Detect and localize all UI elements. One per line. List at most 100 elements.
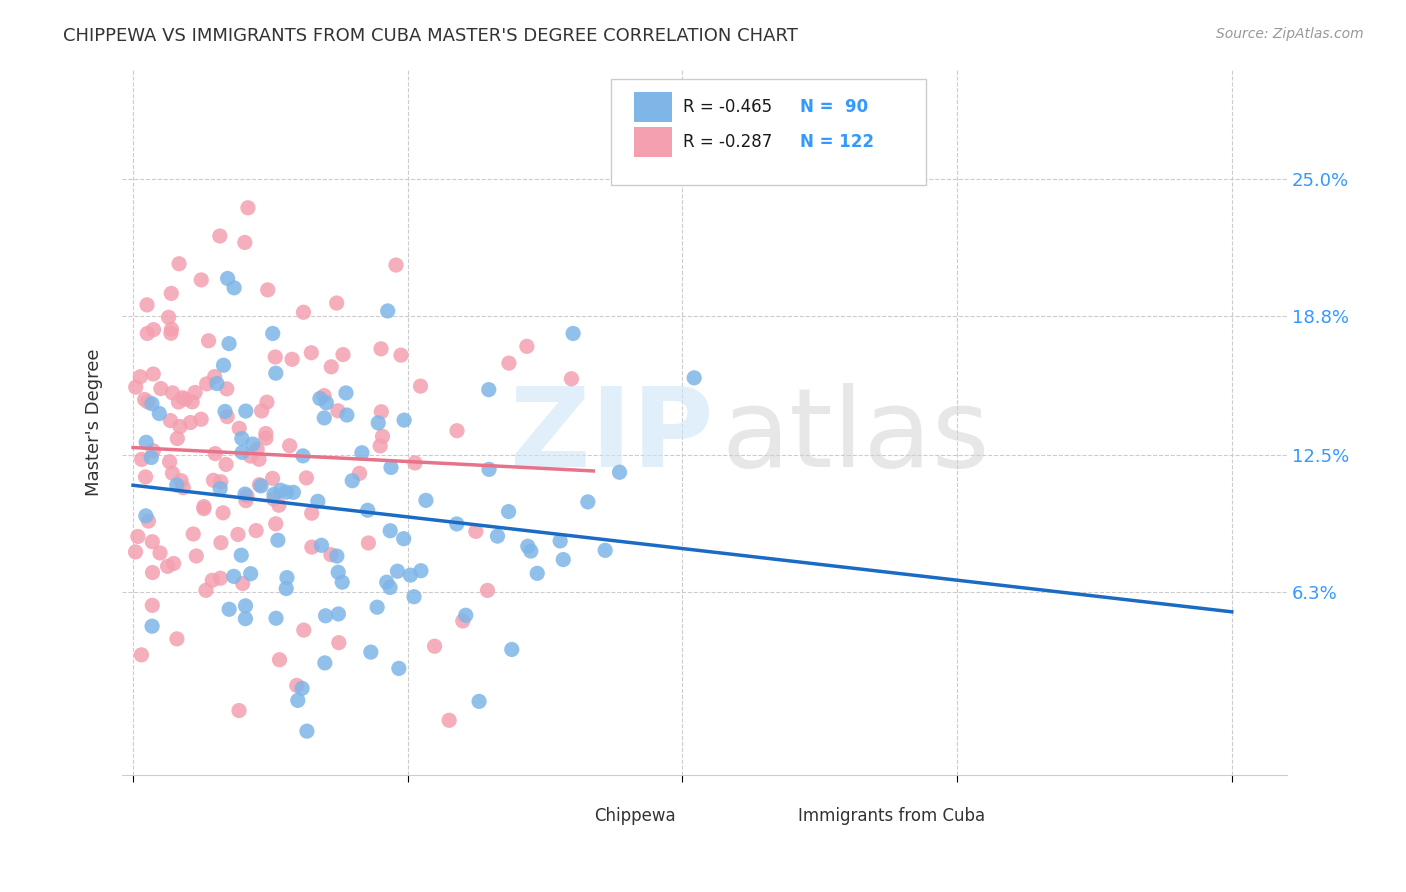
Point xyxy=(328,607,350,621)
Point xyxy=(299,345,322,359)
Point xyxy=(576,495,599,509)
Point xyxy=(242,437,264,451)
Point xyxy=(283,485,305,500)
Point xyxy=(197,334,219,348)
Point xyxy=(163,557,186,571)
Point xyxy=(181,395,204,409)
Point xyxy=(270,483,292,498)
Text: Chippewa: Chippewa xyxy=(593,806,675,824)
Point xyxy=(217,271,239,285)
Point xyxy=(516,339,538,353)
Point xyxy=(392,413,415,427)
Point xyxy=(233,487,256,501)
Text: N =  90: N = 90 xyxy=(800,98,868,116)
FancyBboxPatch shape xyxy=(634,92,672,121)
Point xyxy=(127,529,149,543)
Point xyxy=(209,475,232,489)
Point xyxy=(486,529,509,543)
Point xyxy=(204,369,226,384)
Point xyxy=(404,456,426,470)
Point xyxy=(174,392,197,407)
Point xyxy=(247,452,270,467)
Point xyxy=(201,574,224,588)
Point xyxy=(301,506,323,520)
Point xyxy=(212,358,235,372)
Point xyxy=(235,612,257,626)
Point xyxy=(548,533,571,548)
Point xyxy=(315,396,337,410)
Point xyxy=(160,286,183,301)
Point xyxy=(124,545,146,559)
Point xyxy=(319,548,342,562)
Point xyxy=(235,599,257,613)
Point xyxy=(218,336,240,351)
Point xyxy=(235,493,257,508)
Point xyxy=(349,467,371,481)
Point xyxy=(263,487,285,501)
Point xyxy=(593,543,616,558)
Point xyxy=(478,383,501,397)
Point xyxy=(263,491,285,506)
Point xyxy=(125,380,148,394)
Point xyxy=(136,395,159,409)
Point xyxy=(311,538,333,552)
Point xyxy=(380,460,402,475)
Point xyxy=(409,564,432,578)
Point xyxy=(236,489,259,503)
Point xyxy=(683,371,706,385)
Point xyxy=(380,524,402,538)
Point xyxy=(131,648,153,662)
Point xyxy=(166,478,188,492)
Point xyxy=(389,348,412,362)
Point xyxy=(156,559,179,574)
Point xyxy=(392,532,415,546)
Point xyxy=(204,447,226,461)
Point xyxy=(142,367,165,381)
Point xyxy=(190,412,212,426)
Point xyxy=(236,201,259,215)
Point xyxy=(307,494,329,508)
Point xyxy=(166,432,188,446)
Point xyxy=(464,524,486,539)
Point xyxy=(169,419,191,434)
Point xyxy=(326,549,349,563)
Point xyxy=(162,385,184,400)
Point xyxy=(309,392,332,406)
Point xyxy=(205,376,228,391)
Point xyxy=(367,416,389,430)
Point xyxy=(264,366,287,380)
Point xyxy=(295,471,318,485)
Point xyxy=(314,656,336,670)
Point xyxy=(215,458,238,472)
Point xyxy=(172,391,194,405)
Point xyxy=(224,281,246,295)
Point xyxy=(328,566,350,580)
Point xyxy=(498,356,520,370)
Point xyxy=(160,322,183,336)
Point xyxy=(186,549,208,563)
Text: Source: ZipAtlas.com: Source: ZipAtlas.com xyxy=(1216,27,1364,41)
Point xyxy=(170,474,193,488)
Point xyxy=(159,455,181,469)
Point xyxy=(399,568,422,582)
Point xyxy=(209,571,232,585)
Point xyxy=(292,623,315,637)
Point xyxy=(135,435,157,450)
Point xyxy=(291,681,314,696)
Point xyxy=(148,407,170,421)
FancyBboxPatch shape xyxy=(551,800,585,830)
Point xyxy=(371,429,394,443)
Point xyxy=(190,273,212,287)
Point xyxy=(181,527,204,541)
Point xyxy=(129,369,152,384)
Point xyxy=(478,462,501,476)
Point xyxy=(228,421,250,435)
Point xyxy=(218,602,240,616)
Point xyxy=(141,566,163,580)
Point xyxy=(209,535,232,549)
Point xyxy=(217,409,239,424)
Point xyxy=(415,493,437,508)
Point xyxy=(167,257,190,271)
Point xyxy=(264,350,287,364)
Text: atlas: atlas xyxy=(721,383,990,490)
